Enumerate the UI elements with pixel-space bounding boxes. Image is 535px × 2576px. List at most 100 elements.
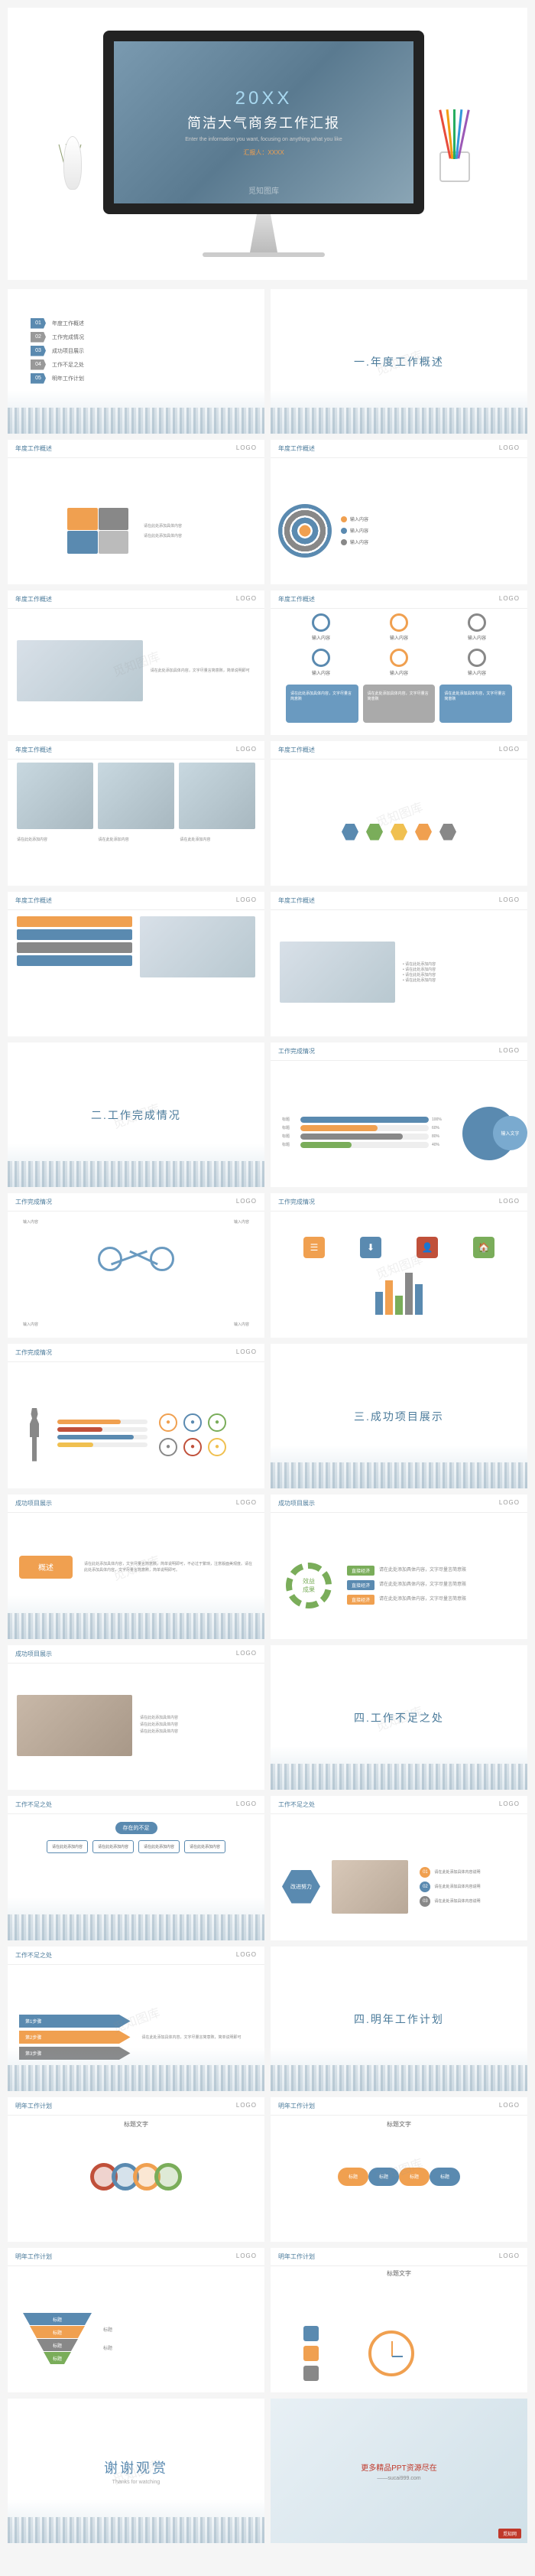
bicycle-graphic	[98, 1225, 174, 1271]
toc-item: 01年度工作概述	[31, 318, 242, 329]
circle-item: 输入内容	[286, 649, 356, 676]
slide-crane-photo: 成功项目展示LOGO 请在此处添加具体内容请在此处添加具体内容请在此处添加具体内…	[8, 1645, 264, 1790]
person-silhouette	[23, 1408, 46, 1462]
chart-bar	[415, 1284, 423, 1315]
chart-bar	[405, 1273, 413, 1315]
monitor-mockup: 20XX 简洁大气商务工作汇报 Enter the information yo…	[103, 31, 424, 257]
slide-photo-list: 年度工作概述LOGO • 请在此处添加内容• 请在此处添加内容• 请在此处添加内…	[271, 892, 527, 1036]
slide-bicycle: 工作完成情况LOGO 输入内容 输入内容 输入内容 输入内容	[8, 1193, 264, 1338]
funnel-segment: 标题	[23, 2339, 92, 2351]
slide-puzzle: 年度工作概述LOGO 请在此处添加具体内容请在此处添加具体内容	[8, 440, 264, 584]
progress-bar: 标题80%	[282, 1134, 447, 1140]
slide-progress-bars: 工作完成情况LOGO 标题100%标题60%标题80%标题40% 输入文字	[271, 1042, 527, 1187]
slide-promo: 更多精品PPT资源尽在 ——sucai999.com 觅知网	[271, 2399, 527, 2543]
hex-step	[436, 821, 459, 844]
pencil-cup-decoration	[439, 106, 478, 182]
funnel-segment: 标题	[23, 2313, 92, 2325]
slide-silhouette: 工作完成情况LOGO ●●●●●●	[8, 1344, 264, 1488]
hex-step	[339, 821, 362, 844]
chart-bar	[395, 1296, 403, 1315]
progress-bar: 标题100%	[282, 1117, 447, 1123]
slide-section-3: 三.成功项目展示	[271, 1344, 527, 1488]
target-item: 输入内容	[341, 538, 520, 545]
circle-item: 输入内容	[442, 649, 512, 676]
step-arrow: 第1步骤	[19, 2015, 131, 2028]
hex-list-item: 01请在此处添加具体内容说明	[420, 1867, 516, 1878]
slide-thanks: 谢谢观赏 Thanks for watching 觅知图库	[8, 2399, 264, 2543]
target-item: 输入内容	[341, 516, 520, 522]
toc-item: 05明年工作计划	[31, 373, 242, 384]
slide-org: 工作不足之处LOGO 存在的不足 请在此处添加内容请在此处添加内容请在此处添加内…	[8, 1796, 264, 1940]
funnel-segment: 标题	[23, 2352, 92, 2364]
metric-icon: ●	[159, 1413, 177, 1432]
cover-title: 简洁大气商务工作汇报	[187, 112, 340, 132]
clock-item	[303, 2326, 319, 2341]
icon-card: ⬇	[360, 1237, 381, 1258]
slide-clock: 明年工作计划LOGO 标题文字	[271, 2248, 527, 2392]
puzzle-graphic	[67, 508, 128, 554]
circle-item: 输入内容	[364, 613, 434, 641]
info-card: 请在此处添加具体内容，文字尽量言简意赅	[286, 685, 358, 723]
target-item: 输入内容	[341, 527, 520, 534]
toc-item: 02工作完成情况	[31, 332, 242, 343]
slide-six-circles: 年度工作概述LOGO 输入内容输入内容输入内容输入内容输入内容输入内容 请在此处…	[271, 590, 527, 735]
clock-item	[303, 2346, 319, 2361]
gear-list-item: 直接经济请在此处添加具体内容，文字尽量言简意赅	[347, 1566, 512, 1576]
vase-decoration	[57, 98, 88, 190]
clock-item	[303, 2366, 319, 2381]
wave-segment: 标题	[338, 2168, 368, 2186]
gear-list-item: 直接经济请在此处添加具体内容，文字尽量言简意赅	[347, 1580, 512, 1590]
cover-year: 20XX	[235, 88, 293, 109]
slide-two-col-bars: 年度工作概述LOGO	[8, 892, 264, 1036]
slide-gear: 成功项目展示LOGO 效益 成果 直接经济请在此处添加具体内容，文字尽量言简意赅…	[271, 1495, 527, 1639]
photo-placeholder	[17, 640, 143, 701]
slide-overview: 成功项目展示LOGO 概述 请在此处添加具体内容，文字尽量言简意赅，简单说明即可…	[8, 1495, 264, 1639]
funnel-segment: 标题	[23, 2326, 92, 2338]
cover-watermark: 觅知图库	[248, 184, 279, 196]
slide-target: 年度工作概述LOGO 输入内容输入内容输入内容	[271, 440, 527, 584]
progress-bar: 标题40%	[282, 1142, 447, 1148]
wave-segment: 标题	[430, 2168, 460, 2186]
slide-arrow-hex: 年度工作概述LOGO 觅知图库	[271, 741, 527, 886]
circle-overlap: 输入文字	[462, 1107, 516, 1160]
org-box: 请在此处添加内容	[47, 1840, 88, 1853]
metric-icon: ●	[159, 1438, 177, 1456]
hex-list-item: 02请在此处添加具体内容说明	[420, 1882, 516, 1892]
icon-card: ☰	[303, 1237, 325, 1258]
target-graphic	[278, 504, 332, 558]
slide-chain: 明年工作计划LOGO 标题文字	[8, 2097, 264, 2242]
metric-icon: ●	[183, 1438, 202, 1456]
metric-icon: ●	[208, 1438, 226, 1456]
circle-item: 输入内容	[364, 649, 434, 676]
gear-list-item: 直接经济请在此处添加具体内容，文字尽量言简意赅	[347, 1595, 512, 1605]
wave-segment: 标题	[399, 2168, 430, 2186]
slide-steps: 工作不足之处LOGO 第1步骤第2步骤第3步骤 请在此处添加具体内容，文字尽量言…	[8, 1947, 264, 2091]
org-box: 请在此处添加内容	[92, 1840, 134, 1853]
slide-writing-photo: 年度工作概述LOGO 请在此处添加具体内容，文字尽量言简意赅，简单说明即可 觅知…	[8, 590, 264, 735]
slide-section-5: 四.明年工作计划	[271, 1947, 527, 2091]
slides-grid: 01年度工作概述02工作完成情况03成功项目展示04工作不足之处05明年工作计划…	[8, 289, 527, 2543]
slide-section-4: 四.工作不足之处 觅知图库	[271, 1645, 527, 1790]
metric-icon: ●	[208, 1413, 226, 1432]
circle-item: 输入内容	[442, 613, 512, 641]
chart-bar	[385, 1280, 393, 1315]
metric-icon: ●	[183, 1413, 202, 1432]
hero-section: 20XX 简洁大气商务工作汇报 Enter the information yo…	[8, 8, 527, 280]
hex-step	[387, 821, 410, 844]
slide-section-1: 一.年度工作概述 觅知图库	[271, 289, 527, 434]
cover-subtitle: Enter the information you want, focusing…	[185, 137, 342, 142]
org-box: 请在此处添加内容	[184, 1840, 225, 1853]
icon-card: 👤	[417, 1237, 438, 1258]
org-box: 请在此处添加内容	[138, 1840, 180, 1853]
construction-photo	[17, 1695, 132, 1756]
icon-card: 🏠	[473, 1237, 494, 1258]
hex-list-item: 03请在此处添加具体内容说明	[420, 1896, 516, 1907]
chain-link	[154, 2163, 182, 2191]
slide-icon-bars: 工作完成情况LOGO ☰⬇👤🏠 觅知图库	[271, 1193, 527, 1338]
circle-item: 输入内容	[286, 613, 356, 641]
slide-three-photos: 年度工作概述LOGO 请在此处添加内容请在此处添加内容请在此处添加内容	[8, 741, 264, 886]
progress-bar: 标题60%	[282, 1125, 447, 1131]
overview-badge: 概述	[19, 1556, 73, 1579]
hex-step	[412, 821, 435, 844]
wave-segment: 标题	[368, 2168, 399, 2186]
